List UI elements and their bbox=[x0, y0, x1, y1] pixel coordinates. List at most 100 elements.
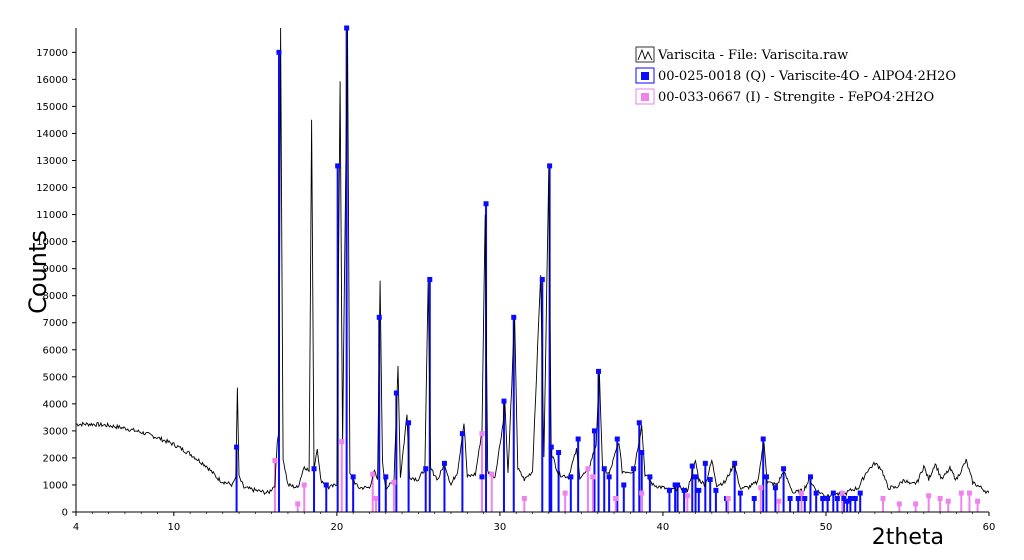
legend: Variscita - File: Variscita.raw 00-025-00… bbox=[635, 46, 956, 105]
legend-swatch-fill bbox=[641, 72, 649, 80]
stick-marker bbox=[427, 276, 433, 282]
legend-swatch-pattern bbox=[635, 46, 655, 63]
stick-marker bbox=[732, 460, 738, 466]
stick-marker bbox=[539, 276, 545, 282]
stick-marker bbox=[693, 474, 699, 480]
stick-marker bbox=[562, 490, 568, 496]
stick-marker bbox=[548, 444, 554, 450]
stick-marker bbox=[839, 490, 845, 496]
stick-marker bbox=[945, 498, 951, 504]
stick-marker bbox=[511, 314, 517, 320]
stick-marker bbox=[958, 490, 964, 496]
y-tick-label: 13000 bbox=[36, 156, 68, 167]
stick-marker bbox=[376, 314, 382, 320]
stick-marker bbox=[937, 495, 943, 501]
stick-marker bbox=[501, 398, 507, 404]
stick-marker bbox=[339, 439, 345, 445]
stick-marker bbox=[383, 474, 389, 480]
stick-marker bbox=[479, 431, 485, 437]
stick-marker bbox=[441, 460, 447, 466]
stick-marker bbox=[423, 466, 429, 472]
y-tick-label: 5000 bbox=[43, 372, 68, 383]
y-tick-label: 6000 bbox=[43, 345, 68, 356]
y-tick-label: 3000 bbox=[43, 426, 68, 437]
x-tick-label: 20 bbox=[330, 522, 343, 533]
stick-marker bbox=[751, 495, 757, 501]
x-tick-label: 50 bbox=[820, 522, 833, 533]
stick-marker bbox=[373, 495, 379, 501]
stick-marker bbox=[479, 474, 485, 480]
x-tick-label: 30 bbox=[494, 522, 507, 533]
stick-marker bbox=[344, 25, 350, 31]
stick-marker bbox=[799, 490, 805, 496]
stick-markers bbox=[234, 25, 981, 507]
y-tick-label: 8000 bbox=[43, 291, 68, 302]
stick-marker bbox=[830, 490, 836, 496]
stick-marker bbox=[323, 482, 329, 488]
stick-marker bbox=[737, 490, 743, 496]
x-tick-label: 40 bbox=[657, 522, 670, 533]
stick-marker bbox=[844, 498, 850, 504]
stick-marker bbox=[311, 466, 317, 472]
y-tick-label: 14000 bbox=[36, 129, 68, 140]
stick-marker bbox=[666, 487, 672, 493]
stick-marker bbox=[681, 487, 687, 493]
stick-marker bbox=[521, 495, 527, 501]
stick-marker bbox=[795, 495, 801, 501]
stick-marker bbox=[613, 495, 619, 501]
stick-marker bbox=[393, 390, 399, 396]
stick-marker bbox=[459, 431, 465, 437]
stick-marker bbox=[647, 474, 653, 480]
stick-marker bbox=[763, 474, 769, 480]
y-tick-label: 16000 bbox=[36, 75, 68, 86]
stick-marker bbox=[601, 466, 607, 472]
stick-marker bbox=[391, 479, 397, 485]
x-tick-label: 4 bbox=[73, 522, 79, 533]
stick-marker bbox=[621, 482, 627, 488]
stick-marker bbox=[639, 450, 645, 456]
stick-marker bbox=[591, 428, 597, 434]
stick-marker bbox=[966, 490, 972, 496]
stick-marker bbox=[606, 474, 612, 480]
stick-marker bbox=[834, 495, 840, 501]
stick-marker bbox=[825, 495, 831, 501]
stick-marker bbox=[234, 444, 240, 450]
diffraction-pattern bbox=[76, 28, 989, 499]
stick-marker bbox=[913, 501, 919, 507]
stick-marker bbox=[350, 474, 356, 480]
tick-labels: 0100020003000400050006000700080009000100… bbox=[36, 48, 995, 533]
stick-marker bbox=[696, 487, 702, 493]
stick-marker bbox=[568, 474, 574, 480]
stick-marker bbox=[585, 466, 591, 472]
stick-marker bbox=[802, 495, 808, 501]
stick-marker bbox=[689, 463, 695, 469]
legend-pattern-glyph bbox=[637, 48, 653, 61]
x-tick-label: 10 bbox=[167, 522, 180, 533]
x-axis-title: 2theta bbox=[872, 525, 944, 550]
stick-marker bbox=[295, 501, 301, 507]
stick-marker bbox=[370, 471, 376, 477]
stick-marker bbox=[725, 495, 731, 501]
stick-marker bbox=[847, 495, 853, 501]
stick-marker bbox=[896, 501, 902, 507]
stick-marker bbox=[272, 458, 278, 464]
x-tick-label: 60 bbox=[983, 522, 996, 533]
y-tick-label: 15000 bbox=[36, 102, 68, 113]
legend-label: 00-033-0667 (I) - Strengite - FePO4·2H2O bbox=[658, 90, 934, 105]
legend-swatch-fill bbox=[641, 93, 649, 101]
stick-marker bbox=[707, 477, 713, 483]
stick-marker bbox=[787, 495, 793, 501]
stick-marker bbox=[483, 201, 489, 207]
stick-marker bbox=[781, 466, 787, 472]
y-tick-label: 2000 bbox=[43, 453, 68, 464]
stick-marker bbox=[684, 493, 690, 499]
stick-marker bbox=[556, 450, 562, 456]
stick-marker bbox=[807, 474, 813, 480]
stick-marker bbox=[702, 460, 708, 466]
stick-marker bbox=[335, 163, 341, 169]
stick-marker bbox=[880, 495, 886, 501]
stick-marker bbox=[596, 368, 602, 374]
stick-marker bbox=[636, 420, 642, 426]
